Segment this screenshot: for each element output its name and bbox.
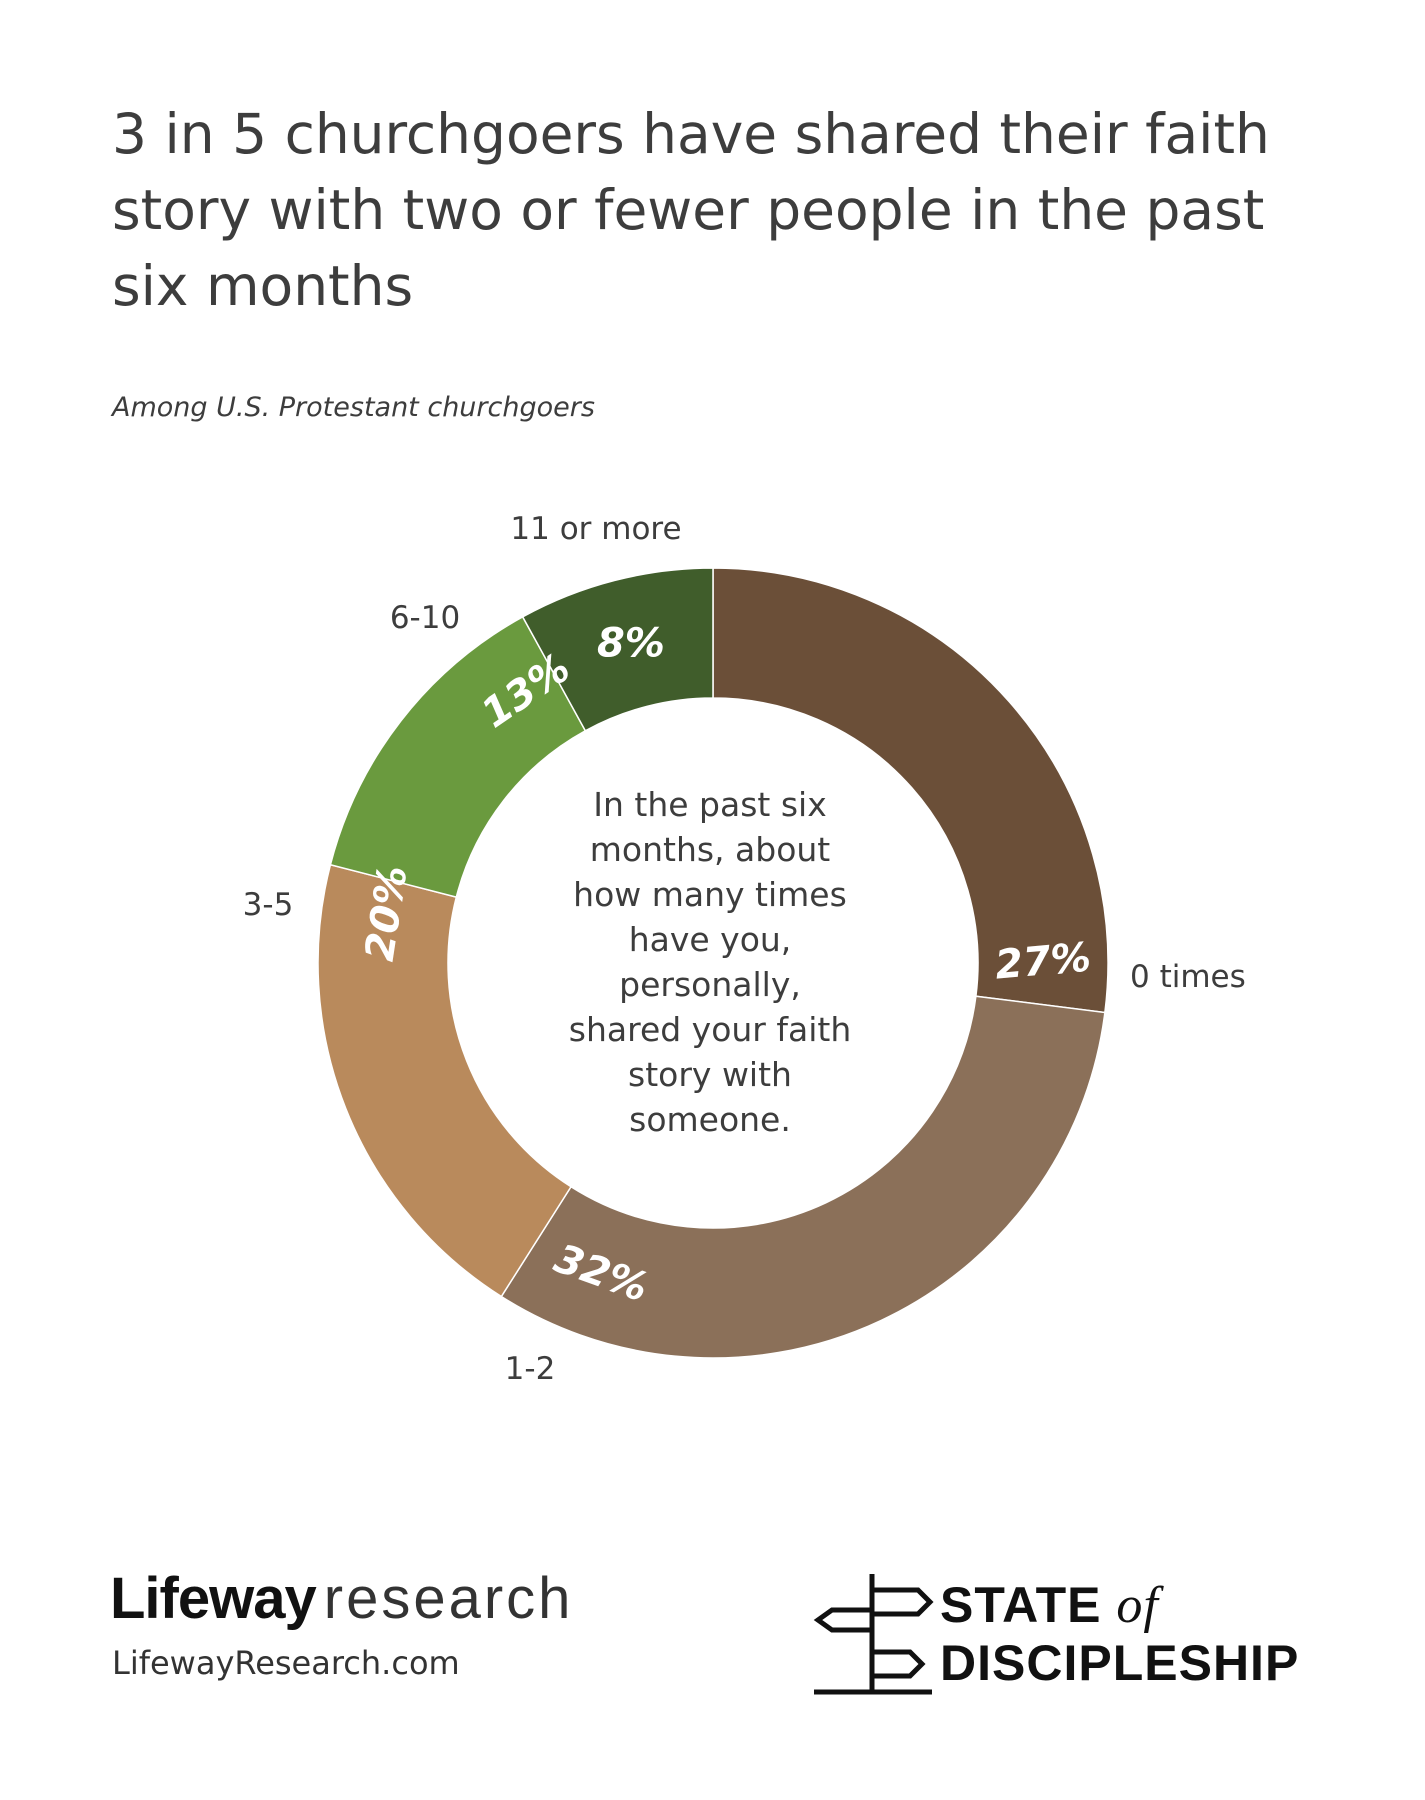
chart-title: 3 in 5 churchgoers have shared their fai… (112, 102, 1270, 318)
logo-state: STATE (940, 1577, 1102, 1633)
donut-category-label: 11 or more (510, 511, 681, 547)
donut-category-label: 1-2 (505, 1351, 556, 1387)
donut-category-label: 3-5 (243, 887, 294, 923)
donut-slice-3 (317, 863, 573, 1298)
logo-line-1: STATE of (940, 1576, 1159, 1635)
donut-value-label: 27% (993, 934, 1092, 988)
brand-bold-text: Lifeway (110, 1566, 317, 1631)
chart-subtitle: Among U.S. Protestant churchgoers (112, 392, 595, 423)
donut-slice-5 (521, 567, 714, 732)
donut-center-question: In the past six months, about how many t… (568, 785, 852, 1139)
logo-line-2: DISCIPLESHIP (940, 1635, 1300, 1691)
donut-category-label: 6-10 (390, 600, 460, 636)
signpost-icon (813, 1574, 934, 1695)
brand-light-text: research (323, 1566, 574, 1631)
brand-url: LifewayResearch.com (112, 1644, 460, 1682)
donut-slice-1 (712, 567, 1109, 1014)
donut-category-label: 0 times (1130, 959, 1246, 995)
lifeway-research-logo: Lifeway research (110, 1565, 573, 1632)
logo-of: of (1116, 1577, 1159, 1634)
donut-value-label: 8% (597, 620, 665, 666)
donut-slice-2 (500, 995, 1106, 1359)
state-of-discipleship-logo: STATE of DISCIPLESHIP (810, 1570, 1330, 1700)
